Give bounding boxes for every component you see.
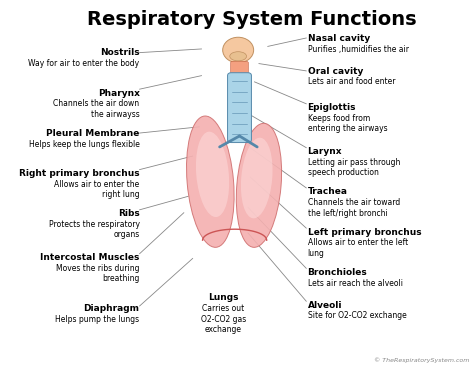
Text: Allows air to enter the left
lung: Allows air to enter the left lung xyxy=(308,238,408,258)
Text: Moves the ribs during
breathing: Moves the ribs during breathing xyxy=(56,264,140,283)
Text: Lets air and food enter: Lets air and food enter xyxy=(308,77,395,87)
Text: Channels the air toward
the left/right bronchi: Channels the air toward the left/right b… xyxy=(308,198,400,218)
Text: © TheRespiratorySystem.com: © TheRespiratorySystem.com xyxy=(374,357,469,363)
Text: Intercostal Muscles: Intercostal Muscles xyxy=(40,253,140,262)
Text: Left primary bronchus: Left primary bronchus xyxy=(308,228,421,236)
Text: Letting air pass through
speech production: Letting air pass through speech producti… xyxy=(308,158,400,177)
Text: Oral cavity: Oral cavity xyxy=(308,67,363,76)
Text: Nasal cavity: Nasal cavity xyxy=(308,34,370,43)
Text: Site for O2-CO2 exchange: Site for O2-CO2 exchange xyxy=(308,312,406,320)
Text: Larynx: Larynx xyxy=(308,147,342,156)
Text: Channels the air down
the airwayss: Channels the air down the airwayss xyxy=(54,99,140,119)
Ellipse shape xyxy=(230,52,246,61)
Text: Ribs: Ribs xyxy=(118,209,140,218)
Text: Keeps food from
entering the airways: Keeps food from entering the airways xyxy=(308,114,387,134)
Text: Epiglottis: Epiglottis xyxy=(308,103,356,112)
Ellipse shape xyxy=(236,123,282,247)
Text: Carries out
O2-CO2 gas
exchange: Carries out O2-CO2 gas exchange xyxy=(201,304,246,334)
Text: Helps keep the lungs flexible: Helps keep the lungs flexible xyxy=(29,139,140,149)
Text: Nostrils: Nostrils xyxy=(100,48,140,57)
Text: Way for air to enter the body: Way for air to enter the body xyxy=(28,59,140,68)
Ellipse shape xyxy=(196,132,229,217)
Text: Pharynx: Pharynx xyxy=(98,88,140,98)
Text: Right primary bronchus: Right primary bronchus xyxy=(19,169,140,178)
Text: Allows air to enter the
right lung: Allows air to enter the right lung xyxy=(55,180,140,199)
Text: Helps pump the lungs: Helps pump the lungs xyxy=(55,315,140,324)
FancyBboxPatch shape xyxy=(231,61,248,79)
Text: Trachea: Trachea xyxy=(308,187,347,196)
Ellipse shape xyxy=(223,37,254,63)
Text: Lets air reach the alveoli: Lets air reach the alveoli xyxy=(308,279,402,288)
Text: Pleural Membrane: Pleural Membrane xyxy=(46,129,140,138)
Text: Diaphragm: Diaphragm xyxy=(83,304,140,313)
Text: Alveoli: Alveoli xyxy=(308,301,342,310)
Text: Bronchioles: Bronchioles xyxy=(308,268,367,277)
Ellipse shape xyxy=(187,116,234,247)
FancyBboxPatch shape xyxy=(228,73,251,142)
Text: Protects the respiratory
organs: Protects the respiratory organs xyxy=(49,220,140,239)
Text: Respiratory System Functions: Respiratory System Functions xyxy=(88,10,417,29)
Ellipse shape xyxy=(241,138,273,218)
Text: Lungs: Lungs xyxy=(209,293,239,302)
Text: Purifies ,humidifies the air: Purifies ,humidifies the air xyxy=(308,44,409,54)
